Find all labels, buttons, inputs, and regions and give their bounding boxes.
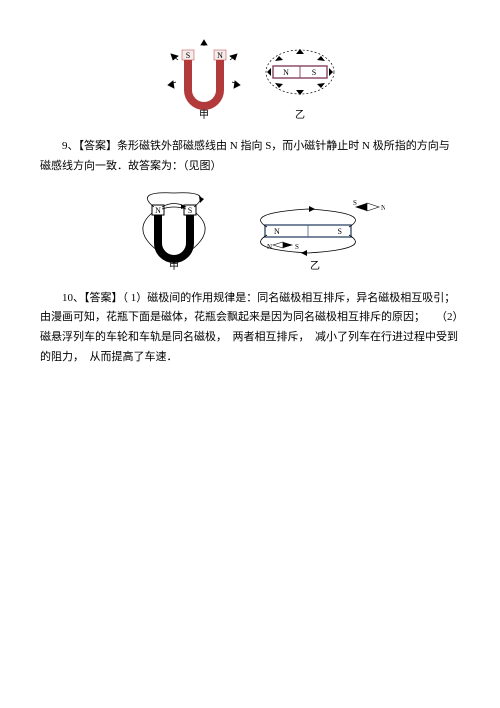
fig2-bar-n-l: N: [274, 227, 280, 236]
fig2-bar-s-r: S: [338, 227, 342, 236]
fig2-cap-jia: 甲: [169, 261, 179, 272]
answer-10-label: 10、【答案】: [62, 292, 123, 304]
answer-9-label: 9、【答案】: [62, 140, 117, 152]
fig1-cap-jia: 甲: [199, 110, 209, 121]
answer-10: 10、【答案】（ 1）磁极间的作用规律是：同名磁极相互排斥，异名磁极相互吸引；由…: [40, 289, 460, 368]
fig2-hs-n: N: [155, 206, 161, 215]
fig2-svg: N S N S: [115, 189, 385, 274]
fig1-bar-s: S: [312, 68, 316, 77]
figure-1: S N N S: [40, 32, 460, 125]
fig1-bar-n: N: [283, 68, 289, 77]
fig2-compass-s1: S: [353, 199, 357, 207]
fig2-compass-n2: N: [267, 243, 272, 251]
fig2-compass-n1: N: [381, 204, 385, 212]
answer-9: 9、【答案】条形磁铁外部磁感线由 N 指向 S，而小磁针静止时 N 极所指的方向…: [40, 137, 460, 177]
fig2-cap-yi: 乙: [310, 260, 320, 272]
fig1-hs-n: N: [217, 51, 223, 60]
fig1-hs-s: S: [186, 51, 190, 60]
fig1-svg: S N N S: [150, 32, 350, 122]
figure-2: N S N S: [40, 189, 460, 277]
fig2-hs-s: S: [188, 206, 192, 215]
fig1-cap-yi: 乙: [295, 109, 305, 121]
fig2-compass-s2: S: [295, 243, 299, 251]
